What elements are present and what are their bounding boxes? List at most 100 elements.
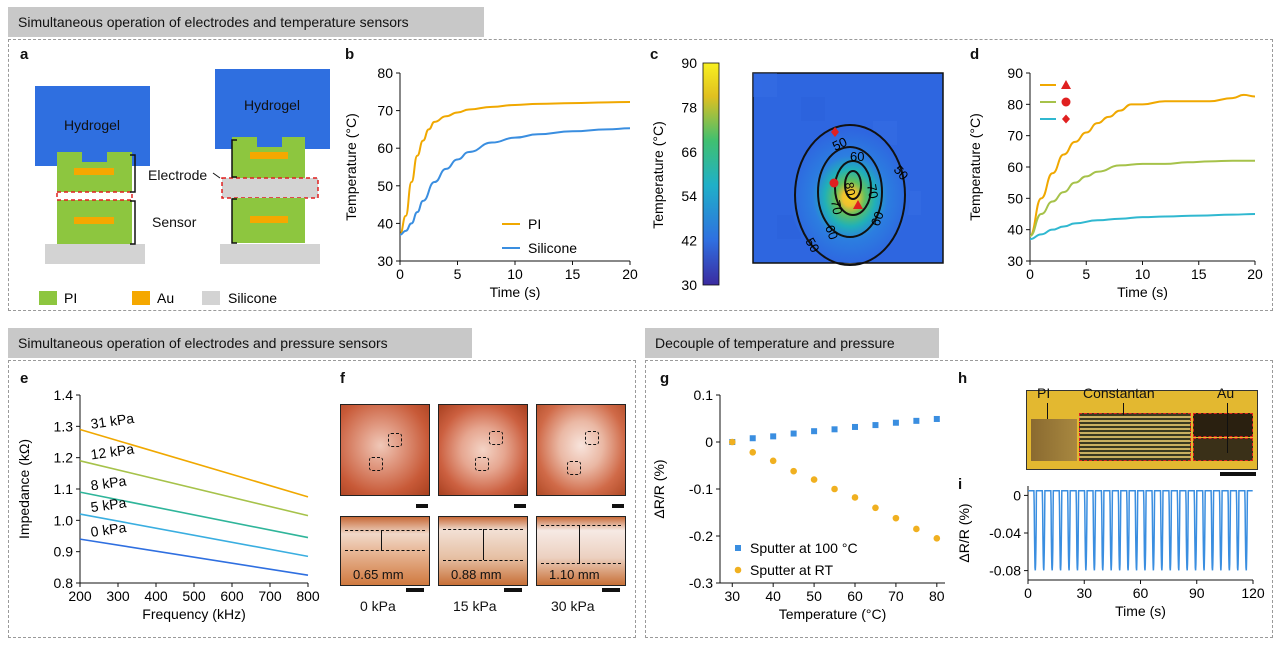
roi-box [489,431,503,445]
legend-label: Silicone [528,240,577,256]
roi-box [567,461,581,475]
x-axis-title: Frequency (kHz) [142,606,245,622]
contour-label-50-a: 50 [830,134,849,154]
legend-swatch-silicone [202,291,220,305]
data-point-circle [790,467,797,475]
x-tick-label: 50 [806,588,822,604]
y-tick-label: 60 [377,140,393,156]
data-point-square [872,422,879,429]
x-tick-label: 10 [1135,266,1151,282]
x-tick-label: 70 [888,588,904,604]
y-tick-label: 1.2 [54,450,74,466]
colorbar-tick-label: 66 [681,144,697,160]
roi-box [585,431,599,445]
chart-impedance-frequency: 200 300 400 500 600 700 800 0.8 0.9 1.0 1.1 1.2 1.3 1… [16,387,320,622]
marker-triangle [853,200,863,209]
data-point-circle [749,449,757,456]
x-tick-label: 15 [565,266,581,282]
contour-label-60-c: 60 [868,209,887,228]
data-point-square [735,545,741,551]
x-tick-label: 5 [1082,266,1090,282]
series-line-8-kpa [79,491,309,539]
contour-50 [794,124,906,266]
electrode-leader-line [212,172,221,179]
data-point-square [770,433,777,440]
pi-region [1031,419,1077,461]
y-tick-label: 0.8 [54,575,74,591]
pressure-label-30: 30 kPa [551,598,595,614]
contour-80 [844,170,862,200]
y-tick-label: 0 [1013,487,1021,503]
data-point-square [892,419,899,426]
scale-bar [612,504,624,508]
y-tick-label: 80 [1007,96,1023,112]
panel-label-h: h [958,370,968,387]
data-point-square [831,426,838,433]
panel-label-f: f [340,370,345,387]
series-line-2 [1029,213,1256,241]
contour-label-80: 80 [842,181,858,197]
contour-70 [834,160,872,216]
sensor-bracket [130,200,136,245]
photo-top-0kpa [340,404,430,496]
legend-label: Sputter at 100 °C [750,540,858,556]
bracket-right-upper [231,139,237,178]
thickness-line-bottom [345,550,425,551]
colorbar-tick-label: 54 [681,188,697,204]
heatmap-hotspot [790,127,910,263]
panel-label-c: c [650,46,659,63]
y-tick-label: 30 [377,253,393,269]
data-point-square [913,417,920,424]
series-line-5-kpa [79,513,309,558]
data-point-circle [933,535,941,542]
scale-bar [602,588,620,592]
photo-top-30kpa [536,404,626,496]
au-pad-bottom [1193,438,1253,461]
legend-marker-triangle [1061,80,1071,89]
data-point-circle [892,514,900,522]
au-pad-lower-right [250,216,288,223]
data-point-circle [913,525,920,533]
x-tick-label: 15 [1191,266,1207,282]
roi-box [388,433,402,447]
contour-label-70-b: 70 [828,199,845,216]
series-line-0 [1029,93,1256,237]
series-label: 0 kPa [90,519,128,540]
scale-bar [406,588,424,592]
x-tick-label: 60 [847,588,863,604]
x-axis-title: Time (s) [490,284,541,300]
thickness-label: 0.88 mm [451,567,502,582]
y-tick-label: 1.3 [54,418,74,434]
thickness-line-bottom [541,563,621,564]
series-line-12-kpa [79,460,309,517]
legend-label-silicone: Silicone [228,290,277,306]
y-tick-label: 50 [377,178,393,194]
silicone-mid-right [221,177,319,199]
section-frame-pressure [8,360,636,638]
colorbar-tick-label: 42 [681,233,697,249]
section-header-temperature: Simultaneous operation of electrodes and… [8,7,484,37]
panel-label-e: e [20,370,29,387]
y-tick-label: 1.1 [54,481,74,497]
silicone-base-right [220,244,320,264]
y-tick-label: 60 [1007,159,1023,175]
y-tick-label: -0.2 [689,528,713,544]
x-tick-label: 600 [220,588,244,604]
data-point-circle [872,504,879,512]
y-tick-label: -0.04 [989,525,1021,541]
y-tick-label: 40 [1007,222,1023,238]
series-label: 12 kPa [90,441,136,463]
panel-label-b: b [345,46,355,63]
series-label: 8 kPa [90,473,128,494]
colorbar-tick-label: 78 [681,99,697,115]
x-tick-label: 30 [1076,585,1092,601]
electrode-bracket [130,154,136,193]
bracket-right-lower [231,198,237,244]
x-tick-label: 700 [258,588,282,604]
legend-marker-circle [1061,97,1071,107]
x-tick-label: 20 [622,266,638,282]
x-tick-label: 60 [1133,585,1149,601]
x-tick-label: 30 [724,588,740,604]
arrow-pi [1047,403,1048,419]
